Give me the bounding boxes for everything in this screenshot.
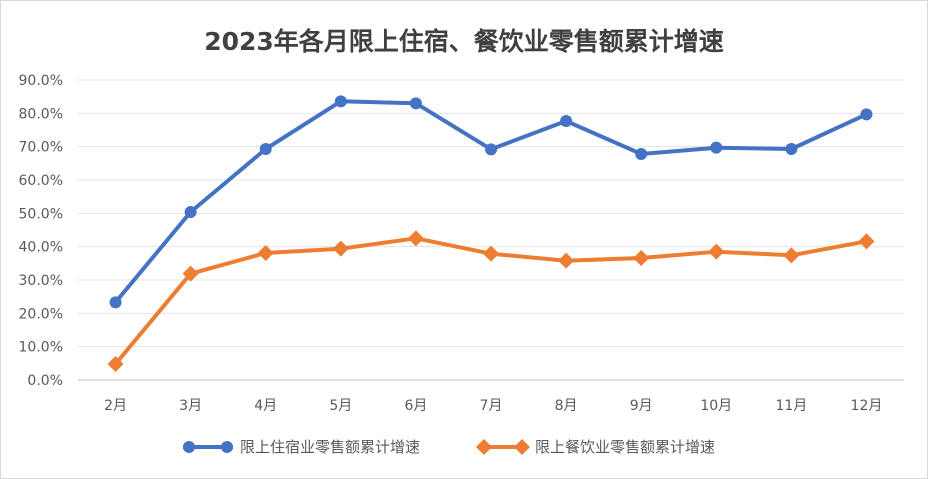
y-axis-ticks: 0.0% 10.0% 20.0% 30.0% 40.0% 50.0% 60.0% 70.0% 8…	[19, 73, 63, 389]
legend-marker	[183, 441, 195, 453]
data-point	[483, 245, 499, 262]
series-lines	[113, 99, 869, 366]
data-point	[708, 243, 725, 260]
legend-item-1: 限上住宿业零售额累计增速	[183, 438, 420, 456]
data-point	[860, 108, 873, 121]
legend-marker	[221, 441, 233, 453]
x-tick-label: 3月	[179, 398, 202, 414]
y-tick-label: 40.0%	[19, 240, 63, 256]
data-point	[259, 143, 272, 155]
y-tick-label: 10.0%	[19, 340, 63, 356]
data-point	[334, 95, 347, 108]
legend-label: 限上餐饮业零售额累计增速	[535, 438, 715, 456]
x-tick-label: 6月	[404, 398, 427, 414]
x-tick-label: 2月	[104, 398, 127, 414]
y-tick-label: 70.0%	[19, 140, 63, 156]
legend-marker	[476, 439, 492, 455]
x-tick-label: 5月	[329, 398, 352, 414]
y-tick-label: 20.0%	[19, 306, 63, 322]
legend-item-2: 限上餐饮业零售额累计增速	[476, 438, 715, 456]
data-point	[558, 252, 575, 269]
legend-marker	[514, 439, 530, 455]
legend: 限上住宿业零售额累计增速 限上餐饮业零售额累计增速	[183, 438, 715, 456]
data-point	[182, 265, 199, 282]
x-tick-label: 4月	[254, 398, 277, 414]
y-tick-label: 0.0%	[27, 373, 63, 389]
x-tick-label: 8月	[555, 398, 578, 414]
series-markers	[107, 95, 875, 372]
data-point	[633, 250, 650, 266]
x-tick-label: 10月	[700, 398, 732, 414]
y-tick-label: 50.0%	[19, 206, 63, 222]
data-point	[783, 247, 800, 264]
y-tick-label: 90.0%	[19, 73, 63, 89]
data-point	[858, 233, 875, 250]
x-tick-label: 9月	[630, 398, 653, 414]
data-point	[257, 245, 274, 261]
legend-label: 限上住宿业零售额累计增速	[240, 438, 420, 456]
x-tick-label: 7月	[480, 398, 503, 414]
data-point	[710, 141, 723, 154]
x-tick-label: 11月	[775, 398, 807, 414]
data-point	[409, 97, 422, 110]
data-point	[785, 143, 798, 155]
data-point	[485, 143, 497, 156]
data-point	[407, 230, 424, 247]
x-tick-label: 12月	[851, 398, 883, 414]
chart-title: 2023年各月限上住宿、餐饮业零售额累计增速	[204, 27, 724, 56]
y-tick-label: 80.0%	[19, 106, 63, 122]
series-line-1	[113, 99, 869, 305]
data-point	[109, 296, 122, 309]
data-point	[184, 206, 197, 218]
data-point	[635, 148, 648, 160]
data-point	[107, 356, 124, 372]
data-point	[332, 240, 349, 257]
y-tick-label: 30.0%	[19, 273, 63, 289]
gridlines	[78, 79, 904, 381]
y-tick-label: 60.0%	[19, 173, 63, 189]
data-point	[560, 115, 573, 127]
x-axis-ticks: 2月 3月 4月 5月 6月 7月 8月 9月 10月 11月 12月	[104, 398, 882, 414]
